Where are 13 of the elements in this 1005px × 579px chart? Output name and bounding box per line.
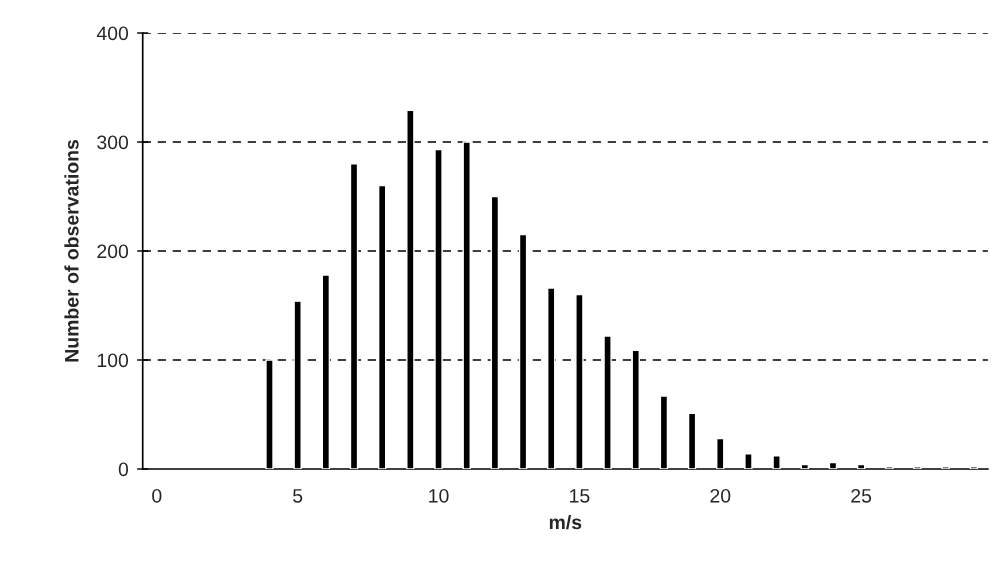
y-tick-label: 0 — [118, 462, 129, 477]
x-tick-label: 10 — [429, 488, 449, 503]
y-tick-label: 200 — [97, 244, 129, 259]
y-tick-label: 400 — [96, 26, 129, 41]
y-tick-label: 100 — [97, 353, 129, 368]
y-axis-title: Number of observations — [64, 139, 79, 362]
x-tick-label: 5 — [293, 489, 303, 503]
x-tick-label: 0 — [152, 488, 162, 503]
x-tick-label: 25 — [851, 488, 872, 503]
y-tick-label: 300 — [97, 135, 129, 150]
x-axis-title: m/s — [549, 514, 582, 530]
x-tick-label: 15 — [570, 489, 590, 503]
x-tick-label: 20 — [710, 488, 731, 503]
